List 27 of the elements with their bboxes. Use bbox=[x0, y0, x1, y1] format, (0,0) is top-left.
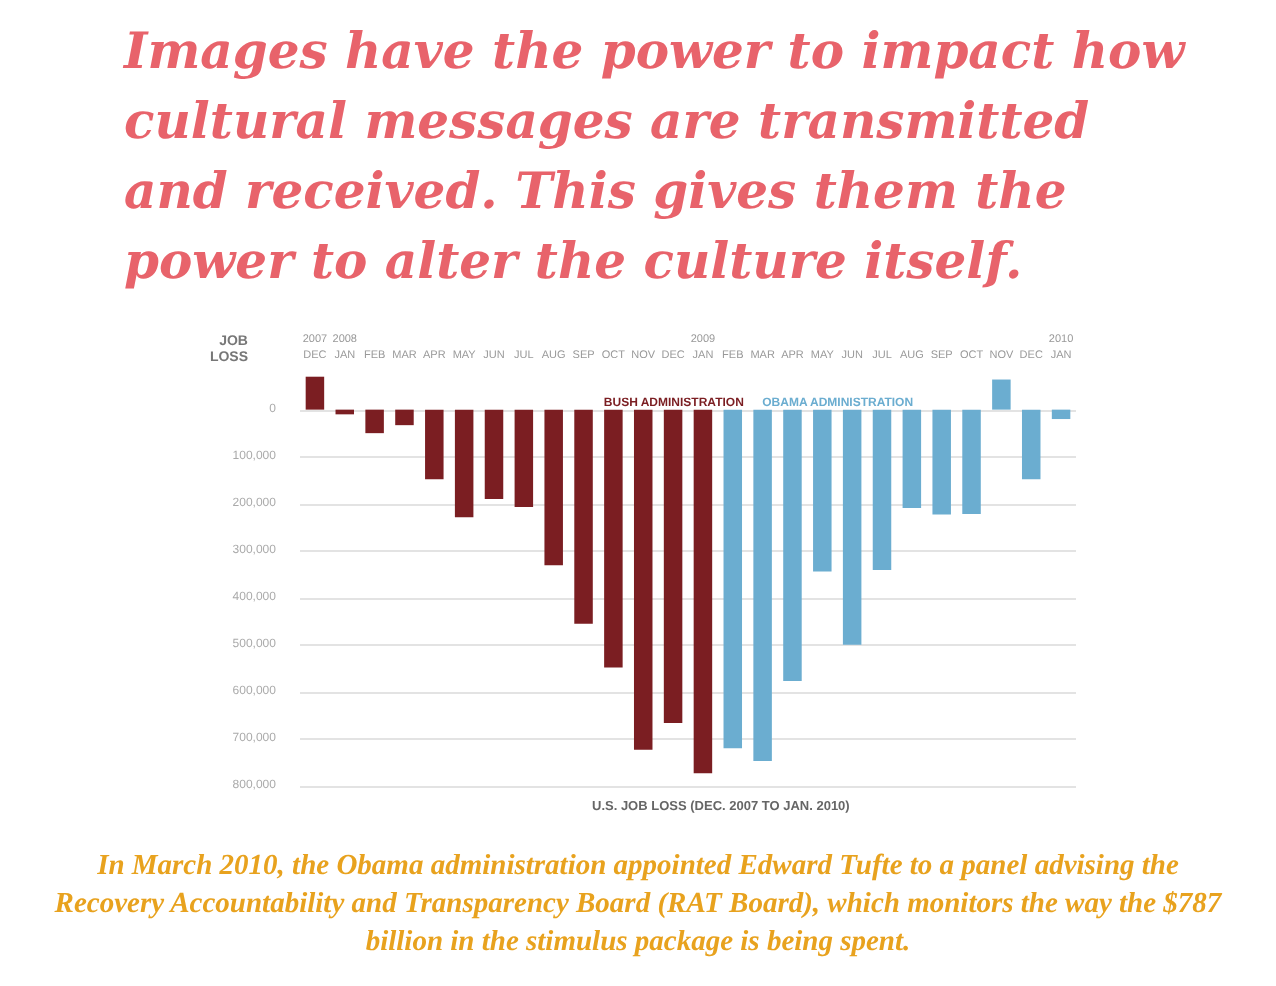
chart-title: Images have the power to impact how cultural messages are transmitted and received. This gives them the power to alter the culture itself. bbox=[124, 20, 1188, 294]
bar bbox=[753, 409, 772, 762]
bar bbox=[514, 409, 534, 508]
bar bbox=[305, 376, 325, 410]
bar bbox=[992, 379, 1011, 410]
bar bbox=[484, 409, 504, 500]
bar bbox=[574, 409, 593, 624]
text: In March 2010, the Obama administration appointed Edward Tufte to a panel advising the Recovery Accountability and Transparency Board (RAT Board), which monitors the way the $787 billion in the stimulus package is being spent. bbox=[52, 848, 1224, 962]
bar bbox=[663, 409, 683, 723]
bar bbox=[633, 409, 653, 750]
bar bbox=[604, 409, 623, 668]
bar bbox=[693, 409, 713, 774]
bar bbox=[962, 409, 981, 515]
bar bbox=[872, 409, 892, 571]
bar bbox=[813, 409, 832, 572]
bar bbox=[902, 409, 922, 508]
bar bbox=[395, 409, 414, 426]
bar bbox=[1051, 409, 1071, 420]
bar bbox=[425, 409, 444, 480]
bar bbox=[1021, 409, 1041, 480]
bar bbox=[932, 409, 951, 515]
bar bbox=[544, 409, 563, 566]
bar bbox=[783, 409, 802, 682]
bar bbox=[842, 409, 862, 645]
bar bbox=[454, 409, 474, 518]
bar bbox=[365, 409, 384, 434]
bar bbox=[723, 409, 743, 749]
